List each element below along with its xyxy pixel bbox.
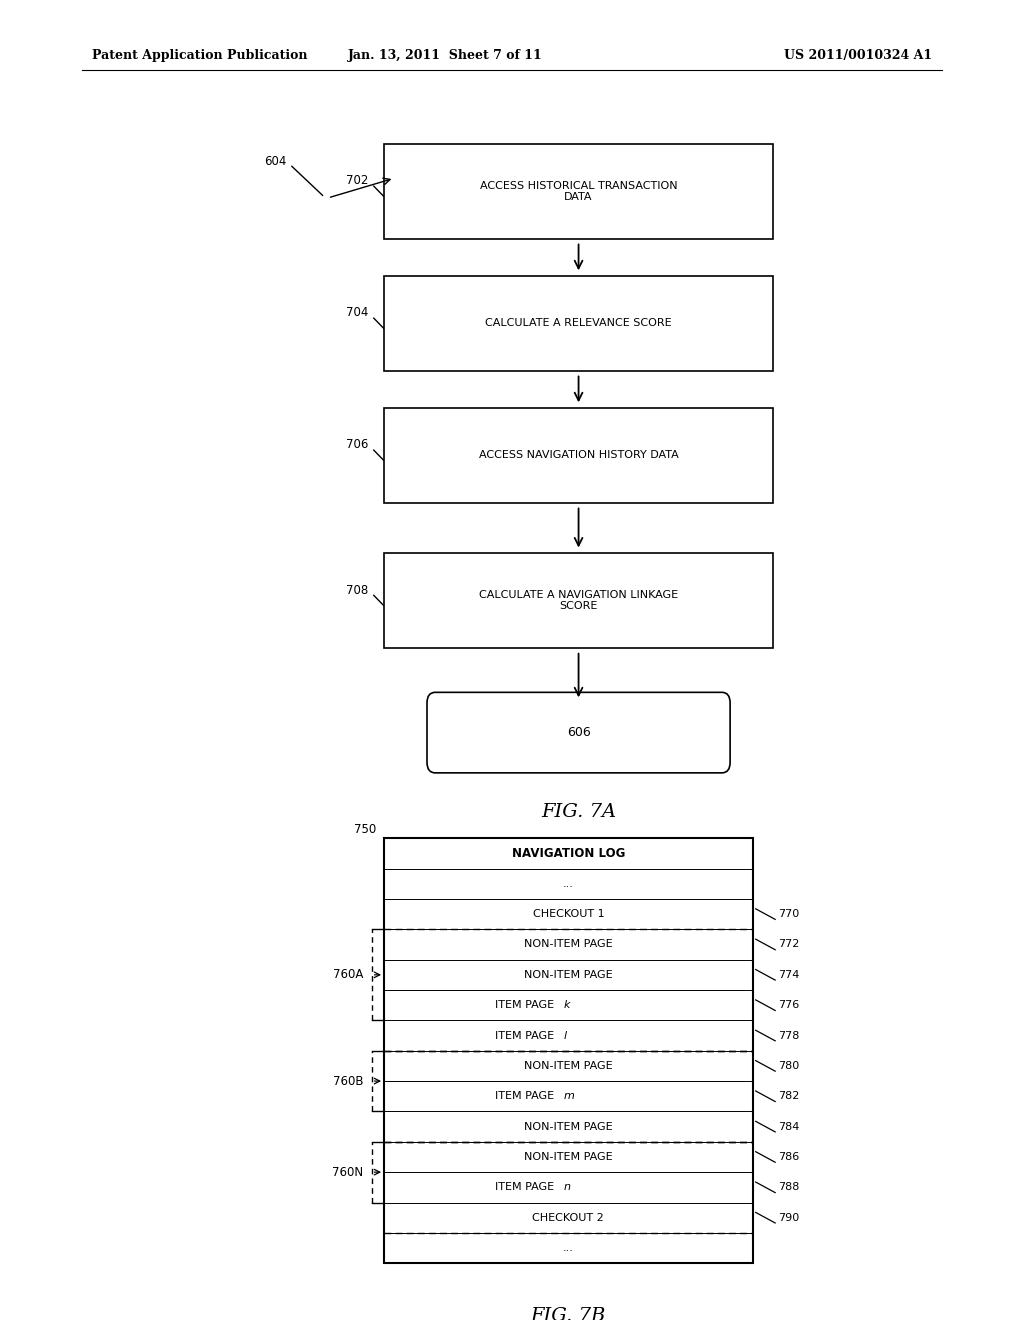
Text: CALCULATE A RELEVANCE SCORE: CALCULATE A RELEVANCE SCORE — [485, 318, 672, 329]
Text: 778: 778 — [778, 1031, 800, 1040]
Text: ITEM PAGE: ITEM PAGE — [496, 1183, 558, 1192]
Text: 784: 784 — [778, 1122, 800, 1131]
Text: 780: 780 — [778, 1061, 800, 1071]
Text: 704: 704 — [346, 306, 369, 319]
Text: 702: 702 — [346, 174, 369, 187]
Text: 706: 706 — [346, 438, 369, 451]
Text: NON-ITEM PAGE: NON-ITEM PAGE — [524, 1061, 612, 1071]
Text: 760A: 760A — [333, 969, 364, 981]
Text: ITEM PAGE: ITEM PAGE — [496, 1001, 558, 1010]
Text: NON-ITEM PAGE: NON-ITEM PAGE — [524, 1122, 612, 1131]
Text: l: l — [563, 1031, 566, 1040]
Text: m: m — [563, 1092, 574, 1101]
FancyBboxPatch shape — [427, 692, 730, 774]
Text: Patent Application Publication: Patent Application Publication — [92, 49, 307, 62]
Text: 790: 790 — [778, 1213, 800, 1222]
Text: 770: 770 — [778, 909, 800, 919]
Text: FIG. 7B: FIG. 7B — [530, 1307, 606, 1320]
Text: 788: 788 — [778, 1183, 800, 1192]
Text: k: k — [563, 1001, 569, 1010]
Text: 750: 750 — [353, 822, 376, 836]
Text: Jan. 13, 2011  Sheet 7 of 11: Jan. 13, 2011 Sheet 7 of 11 — [348, 49, 543, 62]
Text: US 2011/0010324 A1: US 2011/0010324 A1 — [783, 49, 932, 62]
Bar — [384, 408, 773, 503]
Text: 760B: 760B — [333, 1074, 364, 1088]
Text: 606: 606 — [566, 726, 591, 739]
Text: FIG. 7A: FIG. 7A — [541, 803, 616, 821]
Bar — [384, 553, 773, 648]
Text: 782: 782 — [778, 1092, 800, 1101]
Text: ITEM PAGE: ITEM PAGE — [496, 1031, 558, 1040]
Bar — [384, 838, 753, 1263]
Text: NON-ITEM PAGE: NON-ITEM PAGE — [524, 940, 612, 949]
Text: ITEM PAGE: ITEM PAGE — [496, 1092, 558, 1101]
Text: NON-ITEM PAGE: NON-ITEM PAGE — [524, 1152, 612, 1162]
Bar — [384, 276, 773, 371]
Text: NON-ITEM PAGE: NON-ITEM PAGE — [524, 970, 612, 979]
Text: CALCULATE A NAVIGATION LINKAGE
SCORE: CALCULATE A NAVIGATION LINKAGE SCORE — [479, 590, 678, 611]
Text: 786: 786 — [778, 1152, 800, 1162]
Text: 772: 772 — [778, 940, 800, 949]
Bar — [384, 144, 773, 239]
Text: 760N: 760N — [333, 1166, 364, 1179]
Text: 776: 776 — [778, 1001, 800, 1010]
Text: CHECKOUT 2: CHECKOUT 2 — [532, 1213, 604, 1222]
Text: ACCESS NAVIGATION HISTORY DATA: ACCESS NAVIGATION HISTORY DATA — [478, 450, 679, 461]
Text: ACCESS HISTORICAL TRANSACTION
DATA: ACCESS HISTORICAL TRANSACTION DATA — [480, 181, 677, 202]
Text: 774: 774 — [778, 970, 800, 979]
Text: NAVIGATION LOG: NAVIGATION LOG — [512, 847, 625, 859]
Text: ...: ... — [563, 1243, 573, 1253]
Text: CHECKOUT 1: CHECKOUT 1 — [532, 909, 604, 919]
Text: 708: 708 — [346, 583, 369, 597]
Text: n: n — [563, 1183, 570, 1192]
Text: 604: 604 — [264, 154, 287, 168]
Text: ...: ... — [563, 879, 573, 888]
